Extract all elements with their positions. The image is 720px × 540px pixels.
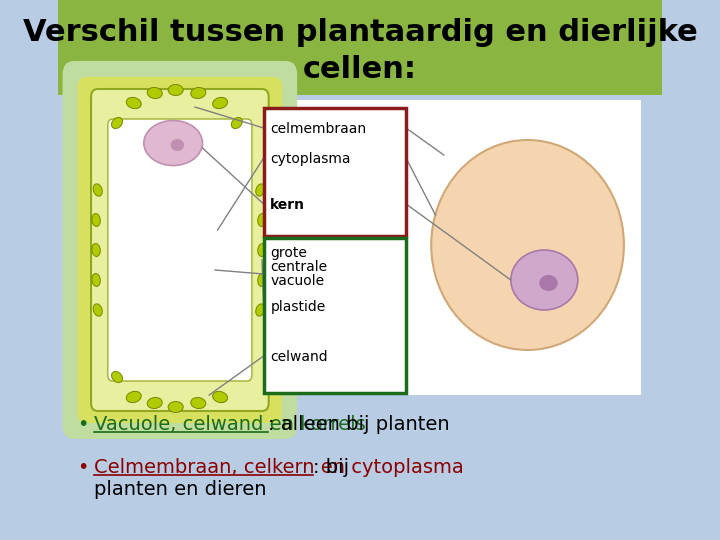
Ellipse shape	[256, 184, 265, 196]
Text: cytoplasma: cytoplasma	[270, 152, 351, 166]
Text: plastide: plastide	[270, 300, 325, 314]
Ellipse shape	[212, 392, 228, 403]
Ellipse shape	[191, 87, 206, 98]
Text: grote: grote	[270, 246, 307, 260]
Ellipse shape	[126, 97, 141, 109]
Text: : alleen bij planten: : alleen bij planten	[268, 415, 449, 434]
Ellipse shape	[258, 213, 266, 226]
FancyBboxPatch shape	[78, 77, 282, 423]
Ellipse shape	[92, 213, 100, 226]
Ellipse shape	[171, 139, 184, 151]
Ellipse shape	[147, 397, 162, 409]
Ellipse shape	[191, 397, 206, 409]
Bar	[79, 100, 641, 395]
Ellipse shape	[126, 392, 141, 403]
Ellipse shape	[168, 84, 183, 96]
Text: planten en dieren: planten en dieren	[94, 480, 266, 499]
FancyBboxPatch shape	[63, 61, 297, 439]
Ellipse shape	[539, 275, 558, 291]
Text: kern: kern	[270, 198, 305, 212]
Text: centrale: centrale	[270, 260, 328, 274]
Ellipse shape	[258, 274, 266, 286]
Ellipse shape	[147, 87, 162, 98]
Bar	[264, 108, 406, 236]
Text: vacuole: vacuole	[270, 274, 325, 288]
Ellipse shape	[112, 372, 122, 382]
Ellipse shape	[93, 184, 102, 196]
Ellipse shape	[93, 304, 102, 316]
Bar	[58, 0, 662, 95]
Text: : bij: : bij	[313, 458, 349, 477]
Text: •: •	[77, 415, 88, 434]
Bar	[264, 238, 406, 393]
Text: Vacuole, celwand en korrels: Vacuole, celwand en korrels	[94, 415, 365, 434]
Text: Verschil tussen plantaardig en dierlijke: Verschil tussen plantaardig en dierlijke	[22, 18, 698, 47]
Ellipse shape	[112, 117, 122, 129]
FancyBboxPatch shape	[91, 89, 269, 411]
Ellipse shape	[258, 244, 266, 256]
Text: Celmembraan, celkern en cytoplasma: Celmembraan, celkern en cytoplasma	[94, 458, 463, 477]
Ellipse shape	[231, 117, 243, 129]
Ellipse shape	[92, 274, 100, 286]
Ellipse shape	[510, 250, 578, 310]
Text: celmembraan: celmembraan	[270, 122, 366, 136]
Ellipse shape	[92, 244, 100, 256]
Text: celwand: celwand	[270, 350, 328, 364]
Ellipse shape	[256, 304, 265, 316]
Ellipse shape	[168, 402, 183, 413]
Text: •: •	[77, 458, 88, 477]
Ellipse shape	[212, 97, 228, 109]
FancyBboxPatch shape	[108, 119, 252, 381]
Text: cellen:: cellen:	[303, 55, 417, 84]
Ellipse shape	[144, 120, 202, 165]
Ellipse shape	[431, 140, 624, 350]
